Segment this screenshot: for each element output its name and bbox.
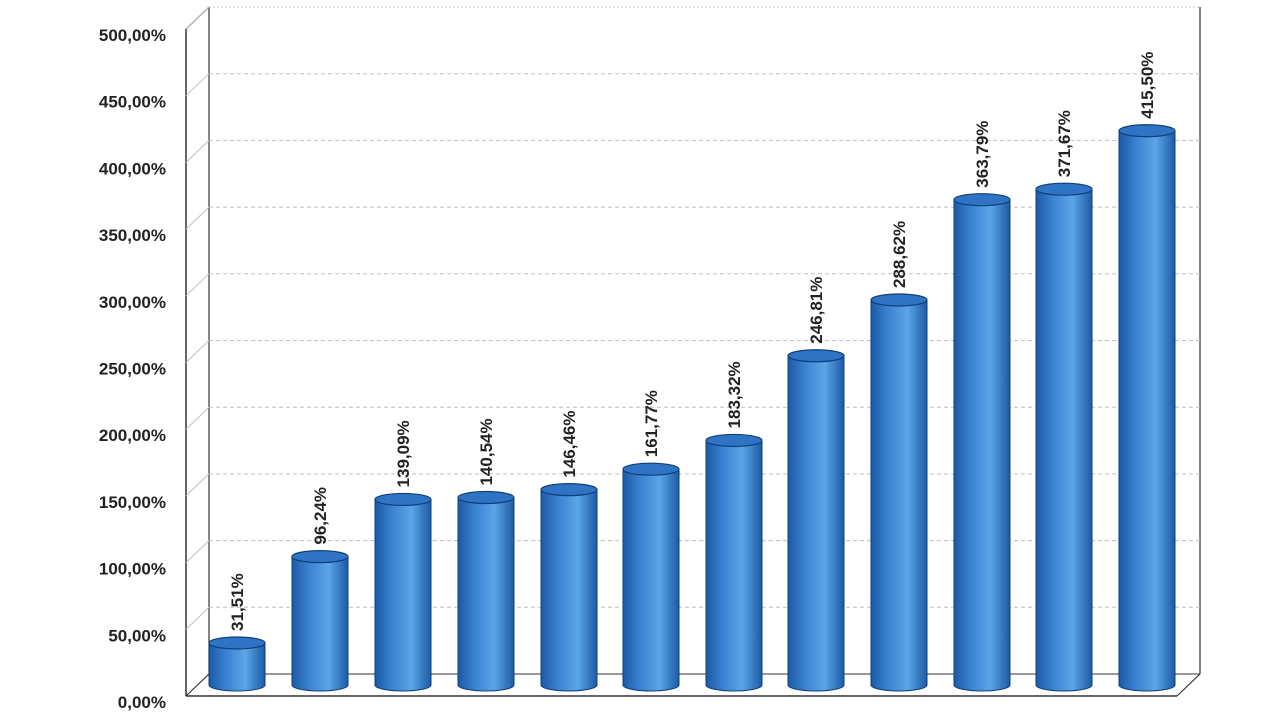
bar	[374, 492, 432, 692]
bar-body	[787, 355, 845, 692]
bar-body	[540, 489, 598, 692]
y-tick-label: 50,00%	[108, 626, 166, 645]
bar-top	[540, 483, 598, 497]
y-tick-label: 0,00%	[118, 693, 166, 712]
y-tick-label: 300,00%	[99, 293, 166, 312]
bar-top	[208, 636, 266, 650]
data-label: 139,09%	[394, 420, 413, 487]
bar	[1118, 124, 1176, 692]
bar-body	[622, 468, 680, 692]
gridline-side	[185, 340, 210, 363]
gridline-side	[185, 540, 210, 563]
gridline-side	[185, 606, 210, 630]
y-tick-label: 400,00%	[99, 159, 166, 178]
bar-body	[374, 498, 432, 692]
y-tick-label: 500,00%	[99, 26, 166, 45]
data-label: 246,81%	[807, 277, 826, 344]
bar-top	[1118, 124, 1176, 138]
data-label: 146,46%	[560, 410, 579, 477]
bar	[540, 483, 598, 692]
y-tick-label: 350,00%	[99, 226, 166, 245]
bar	[622, 462, 680, 692]
bar-top	[787, 349, 845, 363]
y-tick-label: 450,00%	[99, 93, 166, 112]
gridlines	[185, 6, 1200, 675]
y-tick-label: 150,00%	[99, 493, 166, 512]
bar	[291, 550, 349, 692]
gridline-side	[185, 406, 210, 430]
bar	[208, 636, 266, 692]
bar	[457, 490, 515, 692]
gridline-side	[185, 473, 210, 497]
bar	[870, 293, 928, 692]
gridline-side	[185, 273, 210, 297]
bar-top	[705, 433, 763, 448]
bar-top	[622, 462, 680, 476]
bar-top	[953, 193, 1011, 207]
y-tick-label: 200,00%	[99, 426, 166, 445]
data-label: 415,50%	[1138, 52, 1157, 119]
data-label: 161,77%	[642, 390, 661, 457]
bar-body	[705, 439, 763, 692]
gridline-side	[185, 140, 210, 163]
data-label: 363,79%	[973, 121, 992, 188]
y-axis-tick-labels: 0,00% 50,00% 100,00% 150,00% 200,00% 250,00% 3…	[99, 26, 166, 712]
bar-body	[1035, 188, 1093, 692]
y-tick-label: 250,00%	[99, 360, 166, 379]
bar-body	[870, 299, 928, 692]
bar	[1035, 182, 1093, 692]
bar-body	[208, 642, 266, 692]
floor-left-edge	[185, 673, 210, 697]
bar	[787, 349, 845, 692]
data-labels: 31,51% 96,24% 139,09% 140,54% 146,46% 161,77%…	[228, 52, 1157, 631]
bar	[705, 433, 763, 692]
bar-top	[1035, 182, 1093, 196]
gridline-side	[185, 73, 210, 97]
data-label: 96,24%	[311, 487, 330, 545]
bar-body	[291, 556, 349, 692]
bar-top	[291, 550, 349, 564]
bar	[953, 193, 1011, 692]
data-label: 288,62%	[890, 221, 909, 288]
y-tick-label: 100,00%	[99, 560, 166, 579]
data-label: 140,54%	[477, 418, 496, 485]
floor-right-edge	[1176, 673, 1201, 697]
bars	[208, 124, 1176, 692]
bar-body	[457, 497, 515, 692]
data-label: 371,67%	[1055, 110, 1074, 177]
bar-body	[1118, 130, 1176, 692]
bar-top	[457, 490, 515, 505]
bar-top	[374, 492, 432, 507]
bar-top	[870, 293, 928, 307]
gridline-side	[185, 206, 210, 230]
gridline-side	[185, 6, 210, 30]
data-label: 183,32%	[725, 361, 744, 428]
bar-body	[953, 199, 1011, 692]
data-label: 31,51%	[228, 573, 247, 631]
